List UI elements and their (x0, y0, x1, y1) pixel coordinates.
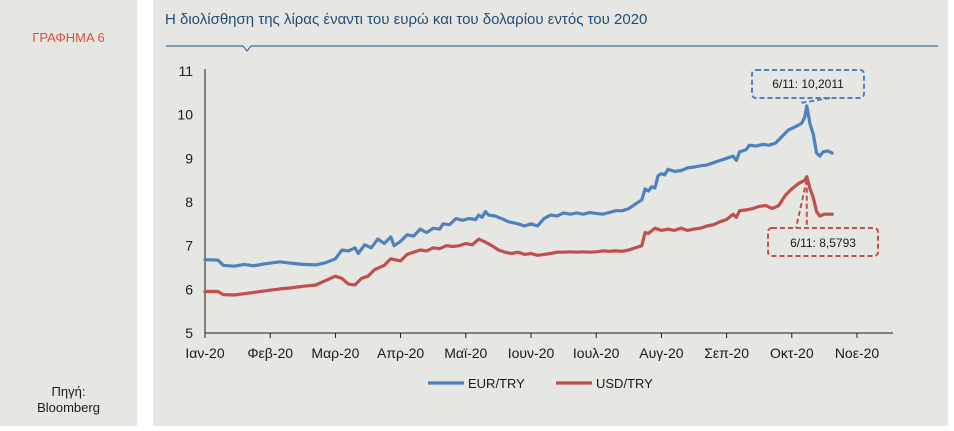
y-tick-label: 5 (185, 325, 193, 341)
figure-label: ΓΡΑΦΗΜΑ 6 (32, 30, 105, 45)
header-rule (166, 45, 938, 52)
x-tick-label: Σεπ-20 (704, 345, 749, 361)
chart-series (203, 104, 834, 297)
x-tick-label: Μαϊ-20 (444, 345, 487, 361)
y-tick-label: 9 (185, 150, 193, 166)
chart-axes (204, 69, 893, 334)
x-axis-ticks: Ιαν-20 Φεβ-20 Μαρ-20 Απρ-20 Μαϊ-20 Ιουν-20 Ιου… (185, 333, 879, 361)
legend-label-eur-try: EUR/TRY (468, 376, 525, 391)
series-line-eur-try (203, 104, 834, 268)
legend-label-usd-try: USD/TRY (596, 376, 653, 391)
source-note: Πηγή: Bloomberg (0, 384, 137, 416)
callout-pointer-usd-b (795, 179, 808, 229)
x-tick-label: Νοε-20 (835, 345, 880, 361)
chart-annotations: 6/11: 10,2011 6/11: 8,5793 (751, 69, 879, 257)
sidebar-panel: ΓΡΑΦΗΜΑ 6 Πηγή: Bloomberg (0, 0, 137, 426)
y-tick-label: 7 (185, 238, 193, 254)
y-tick-label: 11 (178, 63, 193, 79)
callout-label-usd: 6/11: 8,5793 (790, 236, 856, 250)
callout-pointer-eur (800, 97, 831, 104)
x-tick-label: Ιουλ-20 (573, 345, 620, 361)
y-tick-label: 8 (185, 194, 193, 210)
y-tick-label: 10 (177, 107, 193, 123)
callout-box-usd (767, 227, 879, 257)
chart-legend: EUR/TRY USD/TRY (428, 376, 653, 391)
header-underline (166, 45, 938, 52)
x-tick-label: Αυγ-20 (639, 345, 683, 361)
callout-box-eur (751, 69, 865, 99)
x-tick-label: Φεβ-20 (247, 345, 293, 361)
x-tick-label: Ιουν-20 (508, 345, 555, 361)
series-line-usd-try (203, 175, 834, 297)
source-label: Πηγή: (51, 384, 86, 399)
x-tick-label: Οκτ-20 (770, 345, 814, 361)
callout-label-eur: 6/11: 10,2011 (772, 77, 844, 91)
x-tick-label: Ιαν-20 (185, 345, 224, 361)
y-axis-ticks: 5 6 7 8 9 10 11 (177, 63, 193, 341)
source-name: Bloomberg (37, 400, 100, 415)
chart-title: Η διολίσθηση της λίρας έναντι του ευρώ κ… (165, 11, 648, 28)
y-tick-label: 6 (185, 281, 193, 297)
x-tick-label: Μαρ-20 (311, 345, 359, 361)
x-tick-label: Απρ-20 (377, 345, 424, 361)
